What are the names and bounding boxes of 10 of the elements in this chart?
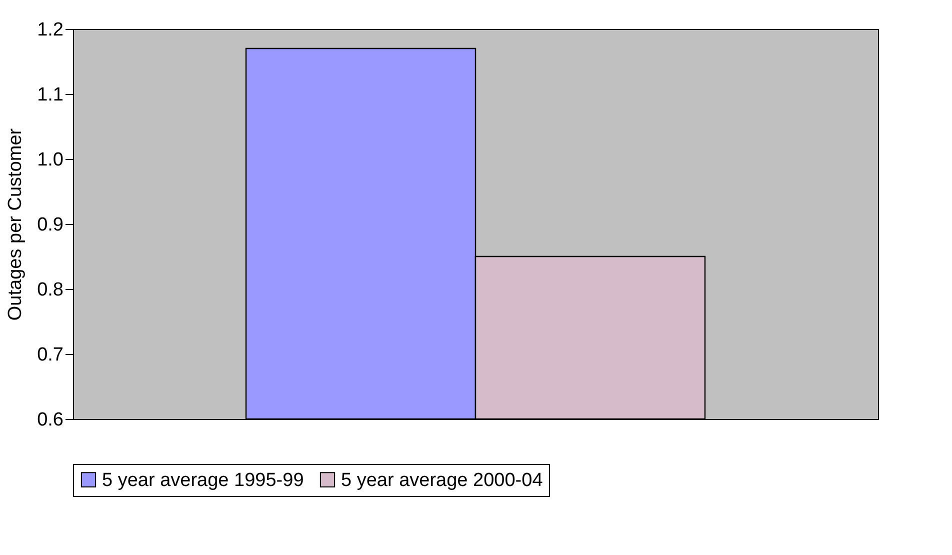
y-axis-title: Outages per Customer	[5, 128, 26, 321]
y-tick-label: 1.2	[37, 20, 64, 40]
legend-label: 5 year average 2000-04	[341, 470, 544, 491]
y-tick-label: 1.0	[37, 150, 64, 170]
legend-label: 5 year average 1995-99	[102, 470, 304, 491]
y-tick-label: 0.6	[37, 410, 64, 430]
y-tick-label: 1.1	[37, 84, 64, 106]
y-tick-label: 0.7	[37, 344, 64, 366]
y-tick-label: 0.8	[37, 280, 64, 300]
y-tick-label: 0.9	[37, 214, 64, 236]
